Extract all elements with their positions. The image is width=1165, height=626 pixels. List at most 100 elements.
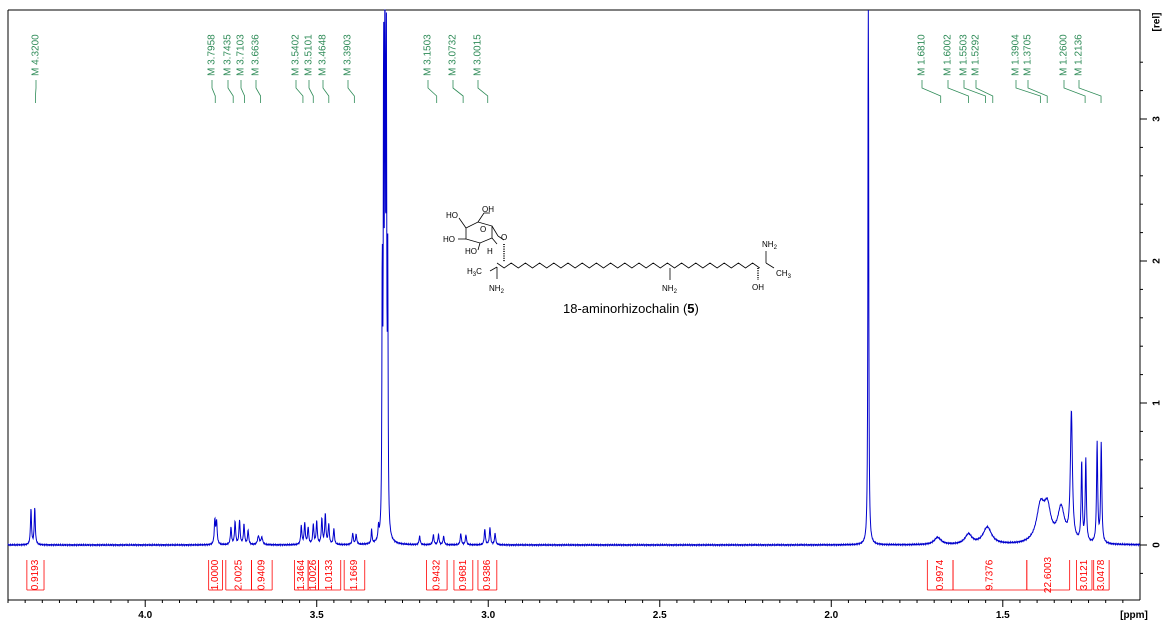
integral-region: 0.9409 <box>251 559 273 591</box>
y-tick-label: 3 <box>1152 116 1163 122</box>
structure-labels: HO OH HO HO O O H H3C NH2 NH2 NH2 CH3 OH… <box>443 205 792 316</box>
peak-label-text: M 1.3904 <box>1011 34 1022 76</box>
peak-label: M 1.5292 <box>971 34 994 103</box>
peak-label-text: M 1.6810 <box>917 34 928 76</box>
peak-label-text: M 3.5402 <box>291 34 302 76</box>
integral-value-label: 1.1669 <box>349 559 360 590</box>
integral-region: 2.0025 <box>225 559 252 591</box>
peak-label-leader <box>295 80 304 103</box>
peak-label-text: M 3.0732 <box>448 34 459 76</box>
y-tick-label: 0 <box>1152 542 1163 548</box>
y-axis-unit-label: [rel] <box>1152 13 1163 32</box>
integral-value-label: 0.9193 <box>30 559 41 590</box>
peak-label-leader <box>963 80 986 103</box>
peak-label: M 1.3904 <box>1011 34 1041 103</box>
peak-label-leader <box>1063 80 1086 103</box>
atom-label-nh2: NH2 <box>662 284 678 295</box>
glycoside-bond <box>491 225 499 237</box>
peak-label: M 3.4648 <box>318 34 330 103</box>
y-tick-label: 1 <box>1152 400 1163 406</box>
integral-value-label: 0.9974 <box>935 559 946 590</box>
peak-label-leader <box>211 80 216 103</box>
peak-label-leader <box>347 80 355 103</box>
atom-label-o: O <box>480 225 486 234</box>
x-axis-unit-label: [ppm] <box>1120 610 1148 621</box>
peak-label: M 1.5503 <box>959 34 986 103</box>
atom-label-h3c: H3C <box>467 267 482 278</box>
sugar-bond <box>477 242 481 251</box>
glycoside-bond <box>497 235 505 241</box>
peak-label: M 3.1503 <box>423 34 438 103</box>
integral-region: 0.9974 <box>926 559 954 591</box>
peak-label-leader <box>1015 80 1041 103</box>
peak-label-text: M 1.3705 <box>1023 34 1034 76</box>
peak-label-text: M 3.7958 <box>207 34 218 76</box>
peak-label: M 1.6002 <box>943 34 969 103</box>
integral-value-label: 22.6003 <box>1043 556 1054 593</box>
peak-label-leader <box>477 80 489 103</box>
peak-label-text: M 3.6636 <box>251 34 262 76</box>
alkyl-chain <box>496 262 760 269</box>
peak-label: M 3.0732 <box>448 34 464 103</box>
peak-label-leader <box>308 80 314 103</box>
integral-value-label: 3.0121 <box>1079 559 1090 590</box>
peak-label-text: M 1.5503 <box>959 34 970 76</box>
peak-label-text: M 3.1503 <box>423 34 434 76</box>
integral-region: 22.6003 <box>1026 556 1071 593</box>
peak-label-leader <box>1078 80 1102 103</box>
integral-region: 1.3464 <box>294 559 309 591</box>
peak-label-text: M 3.0015 <box>473 34 484 76</box>
peak-label: M 3.5402 <box>291 34 304 103</box>
integral-value-label: 1.0000 <box>210 559 221 590</box>
integral-value-label: 1.0133 <box>324 559 335 590</box>
peak-label-text: M 1.2136 <box>1074 34 1085 76</box>
peak-label-leader <box>452 80 464 103</box>
peak-label-leader <box>227 80 234 103</box>
peak-label-leader <box>322 80 330 103</box>
integral-region: 1.1669 <box>343 559 366 591</box>
peak-label-text: M 3.4648 <box>318 34 329 76</box>
peak-label: M 1.3705 <box>1023 34 1048 103</box>
y-tick-label: 2 <box>1152 258 1163 264</box>
atom-label-ho: HO <box>465 247 477 256</box>
peak-label: M 3.3903 <box>343 34 355 103</box>
peak-label-text: M 1.6002 <box>943 34 954 76</box>
peak-label: M 3.7103 <box>236 34 247 103</box>
atom-label-ho: HO <box>443 235 455 244</box>
chain-bond <box>489 266 498 272</box>
spectrum-line <box>7 9 1141 548</box>
peak-label-leader <box>427 80 438 103</box>
atom-label-o: O <box>501 233 507 242</box>
peak-label: M 3.0015 <box>473 34 489 103</box>
atom-label-h: H <box>487 247 493 256</box>
integral-region: 1.0133 <box>318 559 342 591</box>
integral-value-label: 0.9432 <box>431 559 442 590</box>
atom-label-ho: HO <box>446 211 458 220</box>
integral-value-label: 1.0026 <box>308 559 319 590</box>
integral-region: 0.9386 <box>477 559 498 591</box>
integral-value-label: 9.7376 <box>985 559 996 590</box>
peak-label-leader <box>975 80 994 103</box>
peak-label-leader <box>947 80 969 103</box>
peak-label-leader <box>35 80 37 103</box>
x-tick-label: 4.0 <box>138 610 152 621</box>
peak-label: M 3.6636 <box>251 34 262 103</box>
peak-label: M 3.7435 <box>223 34 234 103</box>
atom-label-nh2: NH2 <box>762 240 778 251</box>
peak-label-text: M 1.5292 <box>971 34 982 76</box>
integral-value-label: 0.9386 <box>482 559 493 590</box>
x-tick-label: 3.0 <box>481 610 495 621</box>
peak-label: M 3.7958 <box>207 34 218 103</box>
x-tick-label: 3.5 <box>310 610 324 621</box>
atom-label-oh: OH <box>482 205 494 214</box>
peak-label-text: M 4.3200 <box>31 34 42 76</box>
peak-label-leader <box>240 80 245 103</box>
atom-label-oh: OH <box>752 283 764 292</box>
peak-label-leader <box>1027 80 1048 103</box>
peak-label-text: M 3.3903 <box>343 34 354 76</box>
peak-label-text: M 1.2600 <box>1059 34 1070 76</box>
sugar-bond <box>491 237 498 245</box>
sugar-ring <box>465 221 493 244</box>
x-tick-label: 2.0 <box>824 610 838 621</box>
